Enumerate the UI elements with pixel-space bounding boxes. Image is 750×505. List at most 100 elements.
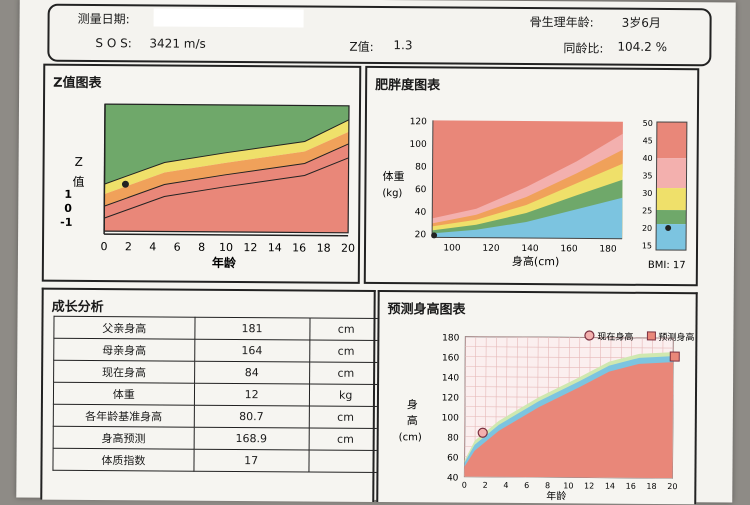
growth-unit: cm: [309, 318, 384, 341]
height-x-ticks: 0 2 4 6 8 10 12 14 16 18 20: [462, 481, 678, 492]
obesity-ytick-80: 80: [415, 162, 427, 172]
growth-label: 母亲身高: [53, 338, 195, 362]
height-xlabel: 年龄: [546, 489, 566, 502]
z-ytick-1: 1: [64, 188, 72, 201]
z-ytick-0: 0: [64, 202, 72, 215]
z-chart: Z 值 1 0 -1 0 2 4 6 8 10 12 14 16 18 20 年龄: [60, 103, 355, 270]
legend-predicted-marker: [646, 331, 656, 341]
growth-value: 12: [194, 383, 310, 407]
growth-row: 体质指数 17: [52, 448, 383, 473]
growth-label: 现在身高: [53, 360, 195, 384]
obesity-ytick-40: 40: [415, 208, 427, 218]
height-ylabel-3: (cm): [399, 432, 422, 443]
growth-row: 身高预测 168.9 cm: [53, 426, 383, 451]
growth-value: 181: [194, 317, 310, 341]
obesity-ylabel-2: (kg): [382, 188, 402, 199]
report-sheet: 测量日期: 骨生理年龄: 3岁6月 S O S: 3421 m/s Z值: 1.…: [16, 0, 736, 505]
growth-label: 身高预测: [53, 426, 194, 450]
predicted-height-marker: [669, 351, 680, 362]
obesity-xtick-180: 180: [599, 245, 617, 255]
growth-unit: cm: [309, 340, 383, 363]
obesity-xtick-100: 100: [443, 243, 461, 253]
obesity-marker: [431, 232, 438, 239]
bmi-marker: [665, 225, 672, 232]
height-xtick-18: 18: [646, 482, 656, 491]
height-xtick-2: 2: [483, 481, 488, 490]
growth-unit: cm: [308, 428, 383, 451]
growth-row: 现在身高 84 cm: [53, 360, 383, 385]
growth-row: 各年龄基准身高 80.7 cm: [53, 404, 383, 429]
bmi-tick-35: 35: [642, 171, 652, 180]
sos-value: 3421 m/s: [149, 36, 206, 51]
legend-current-marker: [584, 330, 595, 341]
legend-current-label: 现在身高: [597, 331, 633, 343]
growth-table: 父亲身高 181 cm 母亲身高 164 cm 现在身高 84 cm 体重 12 kg 各年龄基准身高 8…: [52, 316, 384, 473]
legend-predicted-label: 预测身高: [658, 331, 694, 343]
height-hgrid-line: [465, 336, 674, 339]
z-ylabel-1: Z: [75, 155, 83, 169]
growth-analysis-title: 成长分析: [51, 299, 104, 316]
height-ytick-100: 100: [442, 413, 460, 423]
obesity-x-ticks: 100 120 140 160 180: [443, 243, 617, 254]
height-ytick-60: 60: [447, 454, 459, 464]
bmi-ticks: 50 45 40 35 30 25 20 15: [642, 119, 653, 251]
growth-value: 80.7: [193, 405, 309, 429]
bmi-tick-45: 45: [643, 136, 653, 145]
z-y-axis: [103, 104, 106, 235]
z-band-green: [104, 104, 350, 185]
height-xtick-10: 10: [563, 481, 573, 490]
z-label: Z值:: [349, 39, 374, 54]
z-xtick-14: 14: [268, 241, 282, 254]
z-xtick-4: 4: [149, 240, 156, 253]
z-xtick-20: 20: [341, 242, 355, 255]
obesity-chart-panel: 肥胖度图表 120 100 80 60 40 20 100 120 140 160 180 体重 …: [363, 65, 700, 287]
z-marker: [121, 180, 129, 188]
bmi-tick-20: 20: [642, 224, 652, 233]
growth-value: 168.9: [193, 427, 309, 451]
height-y-ticks: 180 160 140 120 100 80 60 40: [442, 333, 460, 483]
height-hgrid-line: [465, 346, 674, 349]
growth-row: 体重 12 kg: [53, 382, 383, 407]
z-xtick-0: 0: [100, 240, 107, 253]
growth-unit: cm: [309, 362, 383, 385]
height-xtick-0: 0: [462, 481, 467, 490]
z-xtick-6: 6: [174, 241, 181, 254]
z-xtick-16: 16: [292, 241, 306, 254]
height-ytick-180: 180: [442, 333, 460, 343]
z-band-orange: [104, 131, 349, 207]
height-chart-panel: 预测身高图表 180 160 140 120 100 80 60 40 0 2 4 6 8 10 12 14…: [376, 290, 698, 505]
obesity-xtick-140: 140: [521, 244, 539, 254]
growth-value: 164: [194, 339, 310, 363]
z-chart-panel: Z值图表 Z 值 1 0 -1 0 2 4 6 8 10 12 14 16 18 20 年龄: [41, 63, 362, 284]
height-xtick-14: 14: [605, 482, 615, 491]
height-ylabel-2: 高: [407, 413, 418, 427]
bmi-tick-30: 30: [642, 189, 652, 198]
obesity-y-ticks: 120 100 80 60 40 20: [410, 117, 428, 240]
obesity-band-blue: [432, 197, 623, 239]
bmi-band-yellow: [656, 187, 687, 211]
bmi-band-green: [656, 209, 687, 225]
growth-unit: [308, 450, 383, 473]
z-ytick-neg1: -1: [60, 216, 72, 229]
z-xtick-18: 18: [317, 242, 331, 255]
bmi-band-blue: [656, 223, 687, 251]
growth-label: 体质指数: [52, 448, 194, 472]
peer-label: 同龄比:: [563, 41, 604, 56]
height-ytick-160: 160: [442, 353, 460, 363]
z-x-axis: [104, 233, 349, 237]
obesity-ylabel-1: 体重: [382, 169, 404, 183]
bmi-tick-40: 40: [642, 154, 652, 163]
growth-row: 母亲身高 164 cm: [53, 338, 383, 363]
height-ytick-120: 120: [442, 393, 460, 403]
bmi-tick-25: 25: [642, 206, 652, 215]
z-xtick-12: 12: [243, 241, 257, 254]
height-ytick-140: 140: [442, 373, 460, 383]
z-band-yellow: [104, 119, 349, 195]
obesity-ytick-120: 120: [410, 117, 428, 127]
obesity-ytick-100: 100: [410, 140, 428, 150]
z-value: 1.3: [393, 38, 413, 53]
obesity-ytick-20: 20: [415, 230, 427, 240]
z-xtick-10: 10: [219, 241, 233, 254]
growth-label: 各年龄基准身高: [53, 404, 195, 428]
